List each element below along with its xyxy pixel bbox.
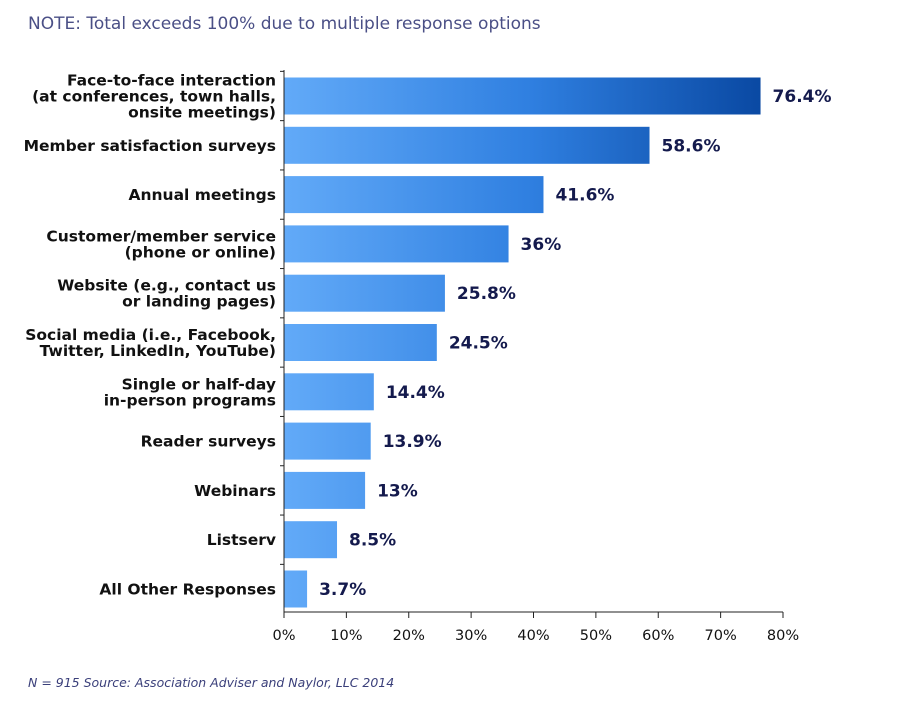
x-tick-label: 50% — [580, 628, 612, 644]
bar — [284, 176, 544, 214]
category-label: Website (e.g., contact us or landing page… — [57, 277, 276, 311]
category-label: Single or half-day in-person programs — [104, 375, 276, 409]
x-tick-label: 70% — [705, 628, 737, 644]
category-label: Member satisfaction surveys — [24, 137, 276, 155]
value-label: 58.6% — [662, 136, 721, 156]
x-tick-label: 0% — [272, 628, 295, 644]
x-tick-label: 20% — [393, 628, 425, 644]
bar — [284, 570, 308, 608]
x-tick-label: 30% — [455, 628, 487, 644]
value-label: 76.4% — [773, 87, 832, 107]
bar — [284, 471, 366, 509]
label-group: 76.4% Face-to-face interaction (at confere… — [24, 72, 832, 601]
value-label: 24.5% — [449, 334, 508, 354]
category-label: Annual meetings — [128, 186, 276, 204]
value-label: 13% — [377, 481, 418, 501]
bar — [284, 521, 338, 559]
value-label: 3.7% — [319, 580, 366, 600]
value-label: 41.6% — [555, 186, 614, 206]
axes: 0% 10% 20% 30% 40% 50% 60% 70% 80% — [272, 70, 799, 644]
bar — [284, 274, 445, 312]
bar — [284, 422, 371, 460]
value-label: 36% — [521, 235, 562, 255]
x-tick-label: 40% — [517, 628, 549, 644]
x-tick-label: 10% — [330, 628, 362, 644]
bar — [284, 225, 509, 263]
bar-group — [284, 77, 761, 608]
category-label: Customer/member service (phone or online) — [46, 227, 276, 261]
source-footnote: N = 915 Source: Association Adviser and … — [28, 675, 395, 690]
category-label: Listserv — [207, 531, 276, 549]
value-label: 25.8% — [457, 284, 516, 304]
value-label: 8.5% — [349, 531, 396, 551]
category-label: Face-to-face interaction (at conferences,… — [32, 72, 276, 122]
x-tick-label: 60% — [642, 628, 674, 644]
category-label: Webinars — [194, 482, 276, 500]
value-label: 13.9% — [383, 432, 442, 452]
bar — [284, 77, 761, 115]
bar — [284, 126, 650, 164]
x-tick-label: 80% — [767, 628, 799, 644]
value-label: 14.4% — [386, 383, 445, 403]
category-label: All Other Responses — [99, 581, 276, 599]
bar — [284, 373, 374, 411]
category-label: Reader surveys — [141, 433, 276, 451]
bar — [284, 324, 437, 361]
chart-note: NOTE: Total exceeds 100% due to multiple… — [28, 14, 541, 34]
category-label: Social media (i.e., Facebook, Twitter, Li… — [25, 326, 276, 360]
